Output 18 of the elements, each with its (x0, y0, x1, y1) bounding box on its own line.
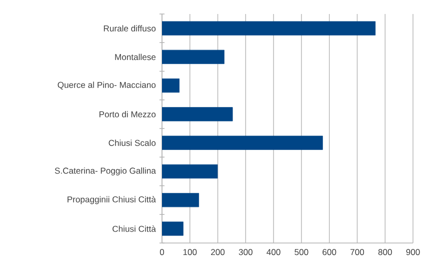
x-tick-label: 300 (238, 249, 252, 256)
x-tick-label: 900 (406, 249, 420, 256)
x-tick-label: 400 (266, 249, 280, 256)
x-tick-label: 500 (294, 249, 308, 256)
x-tick-label: 700 (350, 249, 364, 256)
x-tick-label: 200 (211, 249, 225, 256)
y-tick-label: Chiusi Scalo (108, 140, 156, 146)
y-tick-label: Rurale diffuso (104, 25, 156, 32)
y-tick-label: Porto di Mezzo (100, 111, 156, 118)
y-tick-label: Chiusi Città (112, 225, 156, 232)
y-tick-label: Montallese (115, 54, 156, 60)
x-tick-label: 100 (183, 249, 197, 256)
y-tick-label: Querce al Pino- Macciano (58, 82, 156, 90)
y-tick-label: Propagginii Chiusi Città (68, 196, 156, 204)
x-tick-label: 800 (378, 249, 392, 256)
x-tick-label: 600 (322, 249, 336, 256)
x-tick-label: 0 (160, 249, 164, 256)
y-tick-label: S.Caterina- Poggio Gallina (54, 167, 156, 176)
